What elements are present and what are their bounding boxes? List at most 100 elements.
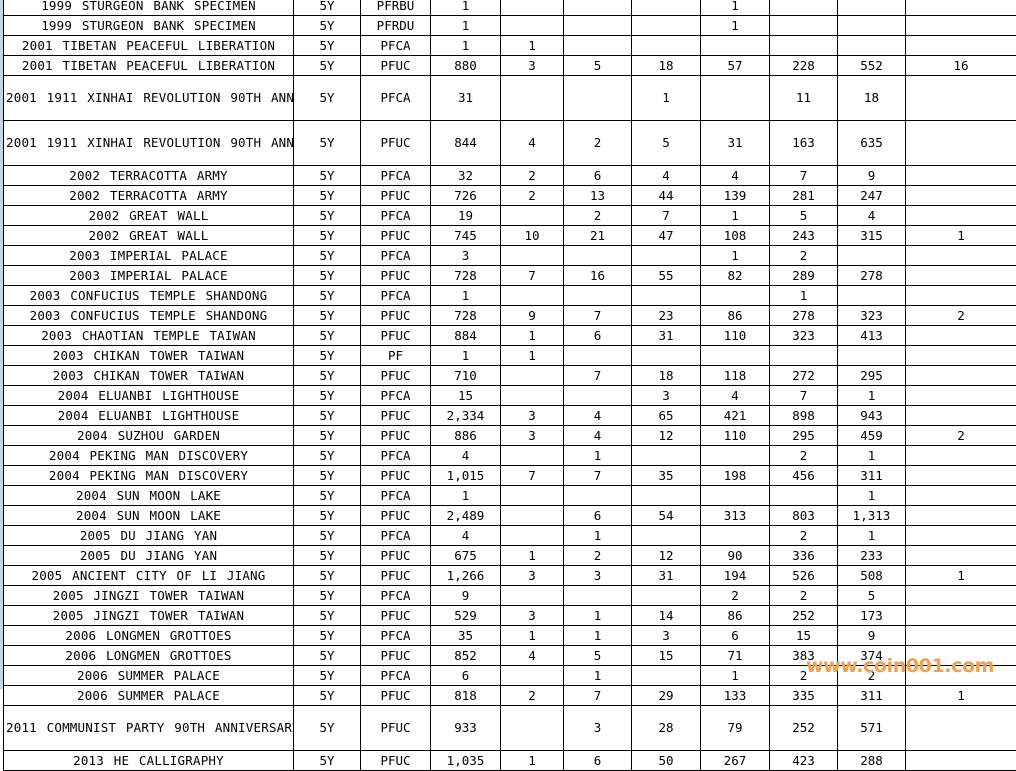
cell-g2 [564, 486, 632, 506]
cell-g5: 252 [770, 606, 838, 626]
cell-g5: 336 [770, 546, 838, 566]
cell-g4: 1 [701, 666, 770, 686]
cell-dur: 5Y [294, 286, 361, 306]
cell-total: 710 [431, 366, 501, 386]
cell-g6: 1 [838, 486, 906, 506]
cell-g4: 6 [701, 626, 770, 646]
cell-grade: PFUC [361, 566, 431, 586]
cell-g6: 9 [838, 166, 906, 186]
cell-g2: 1 [564, 626, 632, 646]
cell-g3 [632, 486, 701, 506]
cell-g3: 12 [632, 426, 701, 446]
cell-dur: 5Y [294, 626, 361, 646]
cell-g2: 7 [564, 366, 632, 386]
cell-g7 [906, 186, 1016, 206]
cell-g4: 1 [701, 0, 770, 16]
cell-dur: 5Y [294, 346, 361, 366]
cell-g6: 1 [838, 526, 906, 546]
cell-name: 2004 SUN MOON LAKE [4, 506, 294, 526]
cell-g4 [701, 446, 770, 466]
cell-g5: 7 [770, 386, 838, 406]
cell-dur: 5Y [294, 566, 361, 586]
cell-g7 [906, 36, 1016, 56]
cell-g4: 194 [701, 566, 770, 586]
cell-grade: PFCA [361, 246, 431, 266]
cell-dur: 5Y [294, 386, 361, 406]
cell-g6: 278 [838, 266, 906, 286]
cell-g7: 2 [906, 306, 1016, 326]
cell-grade: PFUC [361, 426, 431, 446]
cell-dur: 5Y [294, 546, 361, 566]
cell-g4: 82 [701, 266, 770, 286]
cell-grade: PFRBU [361, 0, 431, 16]
cell-name: 2013 HE CALLIGRAPHY [4, 751, 294, 771]
cell-g5: 272 [770, 366, 838, 386]
cell-g7 [906, 706, 1016, 751]
cell-total: 19 [431, 206, 501, 226]
cell-g5 [770, 346, 838, 366]
cell-g3: 28 [632, 706, 701, 751]
cell-g6: 943 [838, 406, 906, 426]
cell-g1: 4 [501, 121, 564, 166]
cell-g5: 803 [770, 506, 838, 526]
cell-g4 [701, 286, 770, 306]
cell-name: 2004 PEKING MAN DISCOVERY [4, 446, 294, 466]
cell-grade: PFCA [361, 36, 431, 56]
cell-g7 [906, 526, 1016, 546]
cell-g2: 21 [564, 226, 632, 246]
cell-grade: PFUC [361, 606, 431, 626]
cell-g3: 5 [632, 121, 701, 166]
cell-g2 [564, 346, 632, 366]
cell-total: 1 [431, 486, 501, 506]
cell-dur: 5Y [294, 0, 361, 16]
cell-grade: PFCA [361, 666, 431, 686]
cell-g6: 1,313 [838, 506, 906, 526]
cell-g1 [501, 246, 564, 266]
cell-g3 [632, 286, 701, 306]
cell-name: 2002 TERRACOTTA ARMY [4, 166, 294, 186]
cell-g6 [838, 246, 906, 266]
cell-g2 [564, 286, 632, 306]
cell-g3: 65 [632, 406, 701, 426]
cell-g4: 90 [701, 546, 770, 566]
cell-g6: 635 [838, 121, 906, 166]
cell-g6: 459 [838, 426, 906, 446]
cell-g6: 295 [838, 366, 906, 386]
cell-dur: 5Y [294, 706, 361, 751]
cell-g2: 1 [564, 606, 632, 626]
cell-name: 2001 TIBETAN PEACEFUL LIBERATION [4, 36, 294, 56]
cell-grade: PFCA [361, 166, 431, 186]
cell-g1 [501, 486, 564, 506]
cell-name: 2001 TIBETAN PEACEFUL LIBERATION [4, 56, 294, 76]
cell-grade: PF [361, 346, 431, 366]
cell-g5: 2 [770, 526, 838, 546]
cell-grade: PFCA [361, 526, 431, 546]
cell-g5: 7 [770, 166, 838, 186]
cell-dur: 5Y [294, 76, 361, 121]
cell-grade: PFUC [361, 226, 431, 246]
cell-g7 [906, 626, 1016, 646]
cell-g5: 289 [770, 266, 838, 286]
cell-dur: 5Y [294, 266, 361, 286]
cell-g6: 1 [838, 446, 906, 466]
cell-dur: 5Y [294, 186, 361, 206]
cell-g4: 1 [701, 206, 770, 226]
cell-grade: PFRDU [361, 16, 431, 36]
cell-g5: 526 [770, 566, 838, 586]
cell-name: 2006 LONGMEN GROTTOES [4, 646, 294, 666]
cell-g1: 3 [501, 406, 564, 426]
cell-g2 [564, 246, 632, 266]
cell-total: 15 [431, 386, 501, 406]
cell-dur: 5Y [294, 16, 361, 36]
cell-g6: 173 [838, 606, 906, 626]
